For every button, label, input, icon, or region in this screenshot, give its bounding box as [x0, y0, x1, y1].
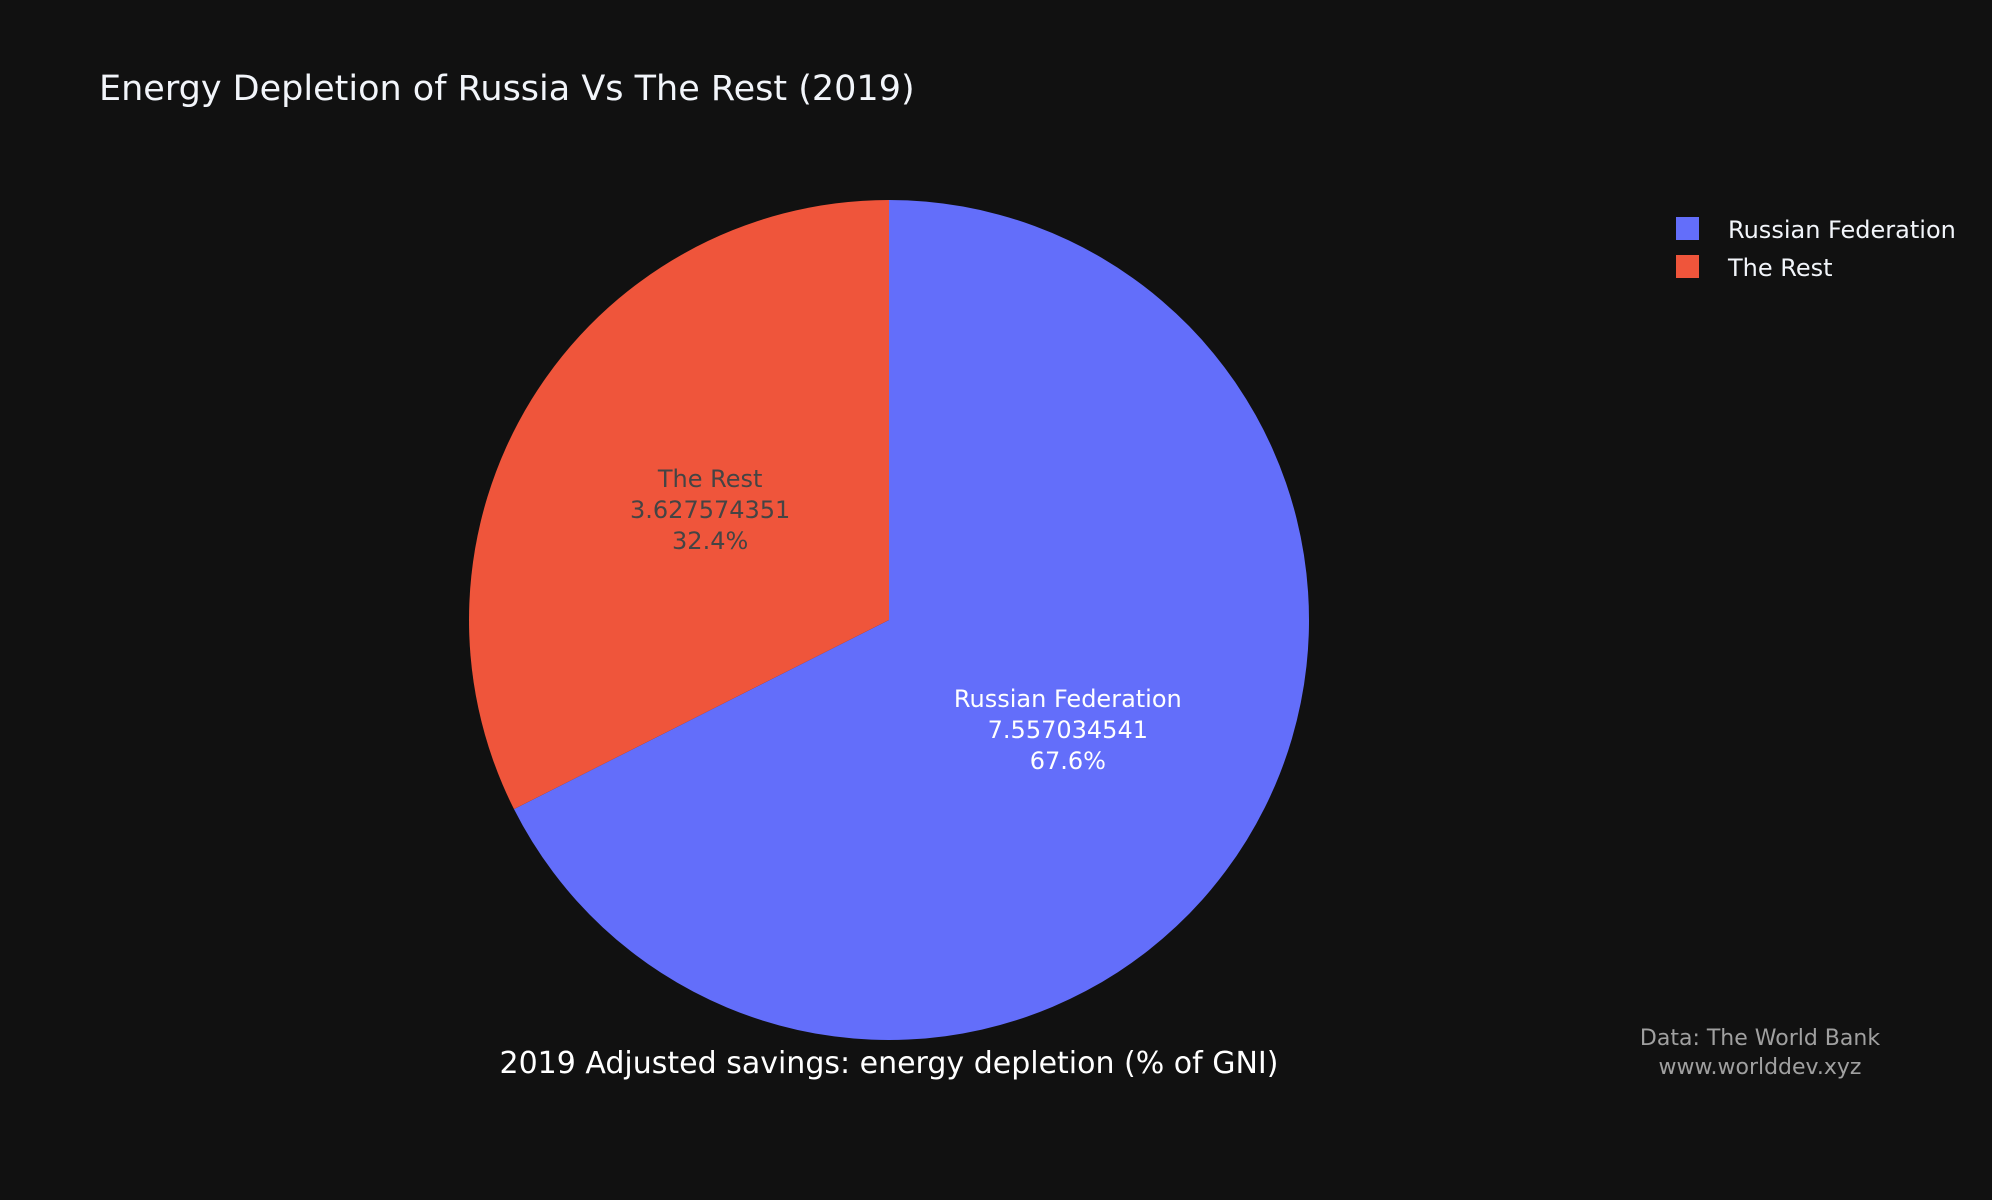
pie-slice-labels: Russian Federation 7.557034541 67.6% The Re…	[630, 465, 1182, 775]
slice-label-name: The Rest	[657, 465, 763, 493]
legend-swatch[interactable]	[1676, 217, 1699, 240]
slice-label-percent: 32.4%	[672, 527, 748, 555]
chart-title: Energy Depletion of Russia Vs The Rest (…	[99, 69, 915, 109]
slice-label-percent: 67.6%	[1030, 747, 1106, 775]
legend-label[interactable]: Russian Federation	[1728, 216, 1956, 244]
legend-label[interactable]: The Rest	[1727, 254, 1833, 282]
pie-slice-the-rest	[469, 200, 889, 810]
pie-slice-russian-federation	[513, 200, 1310, 1040]
source-note-line1: Data: The World Bank	[1640, 1026, 1880, 1051]
source-note-line2: www.worlddev.xyz	[1659, 1055, 1862, 1080]
legend-swatch[interactable]	[1676, 255, 1699, 278]
legend: Russian Federation The Rest	[1676, 216, 1956, 282]
slice-label-value: 7.557034541	[988, 716, 1148, 744]
slice-label-name: Russian Federation	[954, 685, 1182, 713]
slice-label-value: 3.627574351	[630, 496, 790, 524]
x-axis-label: 2019 Adjusted savings: energy depletion …	[500, 1046, 1279, 1081]
pie-slices	[469, 200, 1310, 1040]
